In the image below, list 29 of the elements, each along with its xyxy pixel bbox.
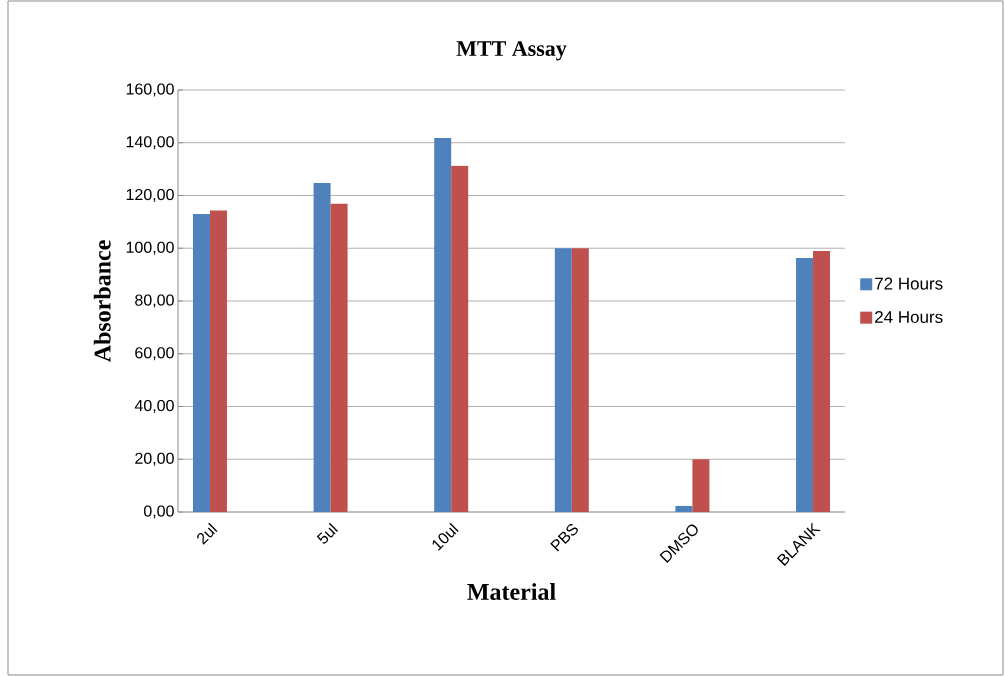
y-tick-label: 140,00 bbox=[126, 136, 174, 150]
bar bbox=[813, 250, 831, 512]
y-tick-label: 80,00 bbox=[135, 294, 174, 308]
y-tick-label: 120,00 bbox=[126, 188, 174, 203]
bar bbox=[796, 258, 814, 512]
x-tick-label: 2ul bbox=[197, 522, 218, 545]
y-tick-label: 40,00 bbox=[134, 399, 174, 414]
x-tick-label: 5ul bbox=[316, 522, 339, 544]
bar bbox=[330, 203, 348, 512]
legend-label: 24 Hours bbox=[875, 310, 943, 324]
x-tick-label: PBS bbox=[550, 523, 578, 552]
y-tick-label: 160,00 bbox=[126, 83, 174, 97]
y-tick-label: 100,00 bbox=[126, 241, 174, 255]
chart-title: MTT Assay bbox=[456, 41, 567, 61]
bar bbox=[434, 137, 452, 512]
bar bbox=[209, 210, 227, 512]
bar bbox=[692, 459, 710, 512]
bar bbox=[451, 165, 469, 512]
bar bbox=[571, 248, 589, 512]
y-axis-title: Absorbance bbox=[93, 240, 111, 363]
bar bbox=[192, 213, 210, 512]
bar bbox=[554, 248, 572, 512]
y-tick-label: 0,00 bbox=[143, 505, 174, 519]
x-axis-title: Material bbox=[467, 583, 556, 600]
bar bbox=[313, 183, 331, 512]
legend-label: 72 Hours bbox=[875, 277, 943, 290]
y-tick-label: 60,00 bbox=[135, 347, 174, 361]
y-tick-label: 20,00 bbox=[135, 452, 174, 466]
bar bbox=[675, 505, 693, 512]
